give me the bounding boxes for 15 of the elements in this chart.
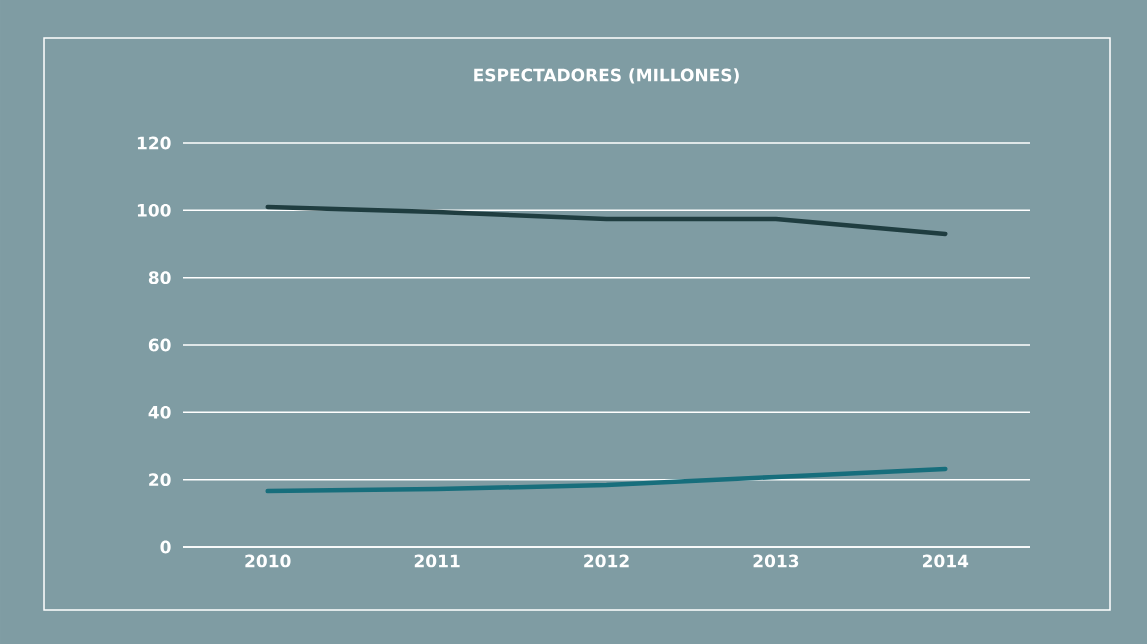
y-tick-label: 100 — [137, 203, 171, 217]
y-tick-label: 40 — [148, 405, 171, 419]
y-tick-label: 0 — [160, 540, 171, 554]
y-tick-label: 20 — [149, 473, 171, 487]
y-tick-label: 120 — [137, 136, 171, 150]
x-tick-label: 2010 — [245, 554, 291, 568]
y-tick-label: 60 — [148, 338, 171, 352]
x-tick-label: 2013 — [753, 554, 799, 568]
x-tick-label: 2014 — [922, 554, 969, 568]
y-tick-label: 80 — [148, 271, 171, 285]
x-tick-label: 2011 — [414, 554, 460, 568]
chart-title: ESPECTADORES (MILLONES) — [474, 68, 739, 84]
x-tick-label: 2012 — [584, 554, 629, 568]
line-series — [265, 204, 948, 237]
line-series — [265, 466, 948, 494]
